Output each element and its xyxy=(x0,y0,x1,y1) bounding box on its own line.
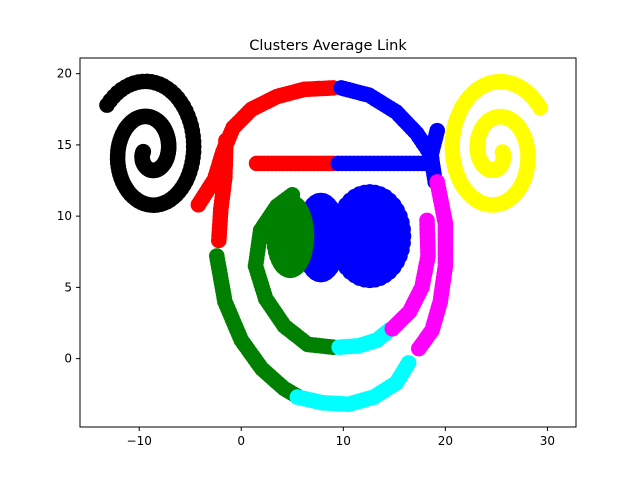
x-tick-label: 20 xyxy=(438,434,453,448)
y-tick-label: 0 xyxy=(64,352,72,366)
chart-title: Clusters Average Link xyxy=(249,38,407,54)
plot-markers xyxy=(99,73,548,413)
cluster-point xyxy=(298,233,315,250)
x-tick-label: −10 xyxy=(127,434,152,448)
y-tick-label: 10 xyxy=(57,209,72,223)
y-axis: 0 5 10 15 20 xyxy=(57,67,80,366)
cluster-point xyxy=(400,355,417,371)
cluster-point xyxy=(411,340,427,357)
cluster-point xyxy=(99,97,115,113)
y-tick-label: 5 xyxy=(64,280,72,294)
x-tick-label: 10 xyxy=(336,434,351,448)
cluster-point xyxy=(384,320,401,337)
x-tick-label: 0 xyxy=(237,434,245,448)
cluster-point xyxy=(218,132,234,149)
cluster-point xyxy=(532,99,548,116)
y-tick-label: 20 xyxy=(57,67,72,81)
plot-frame xyxy=(79,57,577,428)
x-axis: −10 0 10 20 30 xyxy=(127,427,555,448)
cluster-point xyxy=(330,235,346,252)
cluster-point xyxy=(395,235,411,251)
x-tick-label: 30 xyxy=(540,434,555,448)
y-tick-label: 15 xyxy=(57,138,72,152)
